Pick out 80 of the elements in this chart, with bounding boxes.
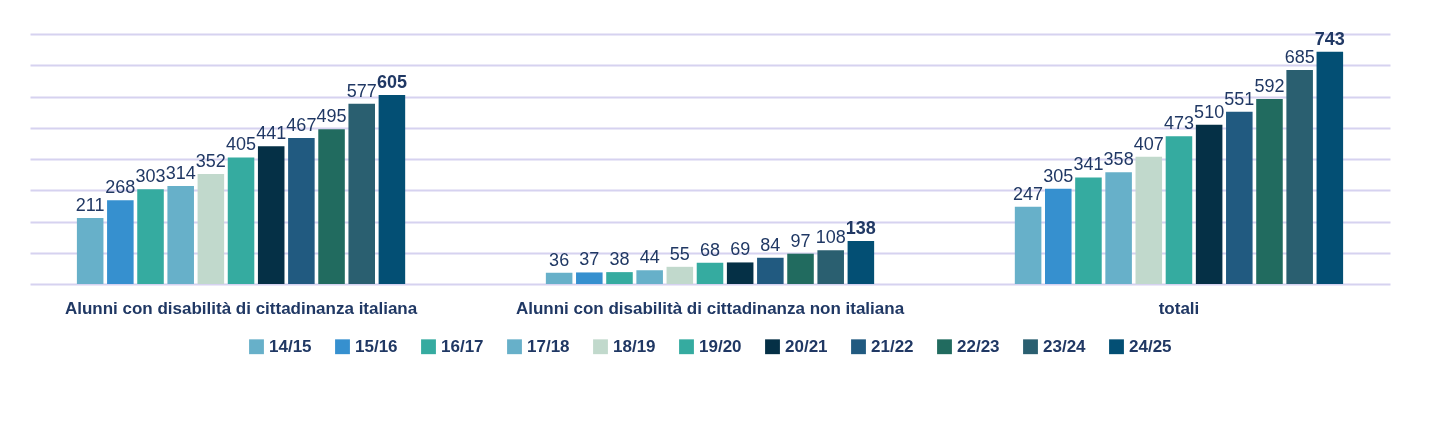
bar [1135, 156, 1163, 284]
data-label: 551 [1224, 88, 1255, 109]
legend-label: 20/21 [785, 336, 828, 356]
legend-label: 24/25 [1129, 336, 1172, 356]
bar [1226, 111, 1253, 284]
data-label: 108 [815, 227, 846, 248]
data-label: 314 [165, 162, 196, 183]
bar [1045, 188, 1072, 284]
data-label: 358 [1103, 149, 1134, 170]
legend-label: 17/18 [527, 336, 570, 356]
bar [666, 266, 694, 284]
data-label: 38 [609, 249, 630, 270]
legend-label: 19/20 [699, 336, 742, 356]
bar [1316, 51, 1344, 284]
bar [696, 262, 724, 284]
bar [1105, 172, 1132, 284]
data-label: 495 [316, 106, 347, 127]
data-label: 685 [1284, 46, 1315, 67]
data-label: 467 [286, 115, 317, 136]
bar [76, 218, 104, 284]
data-label: 68 [699, 239, 721, 260]
data-label: 441 [256, 123, 287, 144]
legend-label: 21/22 [871, 336, 914, 356]
bar [1195, 124, 1223, 284]
bar [318, 129, 345, 284]
bar [137, 189, 164, 284]
bar [378, 94, 406, 284]
data-label: 55 [669, 243, 690, 264]
data-label: 743 [1314, 28, 1345, 49]
bar [227, 157, 255, 284]
bar [1286, 69, 1313, 284]
data-label: 303 [135, 166, 166, 187]
data-label: 84 [760, 234, 781, 255]
legend-label: 15/16 [355, 336, 398, 356]
data-label: 44 [639, 247, 660, 268]
legend-label: 14/15 [269, 336, 312, 356]
data-label: 473 [1163, 113, 1194, 134]
bar [197, 174, 225, 284]
data-label: 69 [730, 239, 751, 260]
bar [545, 272, 573, 284]
bar [167, 185, 194, 284]
legend-label: 22/23 [957, 336, 1000, 356]
data-label: 407 [1133, 133, 1164, 154]
x-tick-label: totali [1158, 298, 1200, 318]
bar [1075, 177, 1102, 284]
x-tick-label: Alunni con disabilità di cittadinanza italiana [64, 298, 418, 318]
legend-label: 18/19 [613, 336, 656, 356]
data-label: 510 [1194, 101, 1225, 122]
bar [817, 250, 844, 284]
bar [107, 200, 134, 284]
bar [348, 103, 375, 284]
data-label: 305 [1043, 165, 1074, 186]
bar [606, 272, 633, 284]
bar [757, 257, 784, 284]
x-tick-label: Alunni con disabilità di cittadinanza non italiana [515, 298, 905, 318]
data-label: 352 [195, 151, 226, 171]
data-label: 268 [105, 177, 136, 198]
data-label: 605 [376, 71, 407, 92]
legend-label: 23/24 [1043, 336, 1087, 356]
data-label: 577 [346, 80, 377, 101]
data-label: 37 [579, 249, 600, 270]
bar [1256, 99, 1283, 284]
bar [257, 146, 285, 284]
bar [576, 272, 603, 284]
data-label: 211 [75, 195, 105, 216]
data-label: 592 [1254, 76, 1285, 96]
bar [288, 138, 315, 284]
bar [1165, 136, 1193, 284]
bar [636, 270, 663, 284]
bar [787, 253, 814, 284]
data-label: 405 [226, 134, 257, 155]
data-label: 138 [845, 217, 876, 238]
data-label: 36 [549, 249, 570, 270]
bar [847, 240, 875, 284]
bar [726, 262, 754, 284]
data-label: 247 [1013, 183, 1044, 204]
data-label: 341 [1073, 154, 1104, 175]
data-label: 97 [790, 230, 811, 251]
bar [1014, 206, 1042, 284]
legend-label: 16/17 [441, 336, 484, 356]
